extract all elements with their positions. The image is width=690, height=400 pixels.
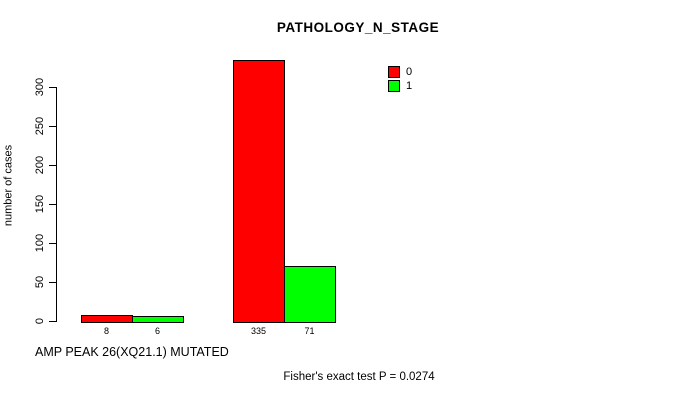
bar-value-label: 71 (304, 326, 315, 336)
y-axis-tick (49, 204, 56, 205)
y-axis-tick-label: 0 (34, 317, 46, 325)
chart-title: PATHOLOGY_N_STAGE (276, 20, 440, 35)
y-axis-tick-label: 150 (34, 194, 46, 214)
bar-group2-series-1 (284, 266, 336, 323)
y-axis-tick (49, 126, 56, 127)
y-axis-tick-label: 250 (34, 116, 46, 136)
y-axis-line (56, 87, 57, 322)
y-axis-tick (49, 165, 56, 166)
y-axis-tick (49, 282, 56, 283)
y-axis-tick-label: 300 (34, 77, 46, 97)
y-axis-label: number of cases (2, 144, 15, 227)
y-axis-tick-label: 50 (34, 275, 46, 289)
legend-swatch-0 (388, 66, 400, 78)
x-axis-label: AMP PEAK 26(XQ21.1) MUTATED (35, 345, 229, 359)
bar-value-label: 335 (250, 326, 267, 336)
y-axis-tick (49, 87, 56, 88)
y-axis-tick-label: 100 (34, 233, 46, 253)
bar-group2-series-0 (233, 60, 285, 323)
bar-group1-series-0 (81, 315, 133, 323)
fisher-test-annotation: Fisher's exact test P = 0.0274 (283, 371, 435, 383)
bar-value-label: 6 (154, 326, 160, 336)
legend-swatch-1 (388, 80, 400, 92)
legend-label-1: 1 (406, 80, 413, 92)
y-axis-tick (49, 321, 56, 322)
bar-group1-series-1 (132, 316, 184, 323)
bar-value-label: 8 (103, 326, 109, 336)
legend-label-0: 0 (406, 66, 413, 78)
y-axis-tick-label: 200 (34, 155, 46, 175)
y-axis-tick (49, 243, 56, 244)
